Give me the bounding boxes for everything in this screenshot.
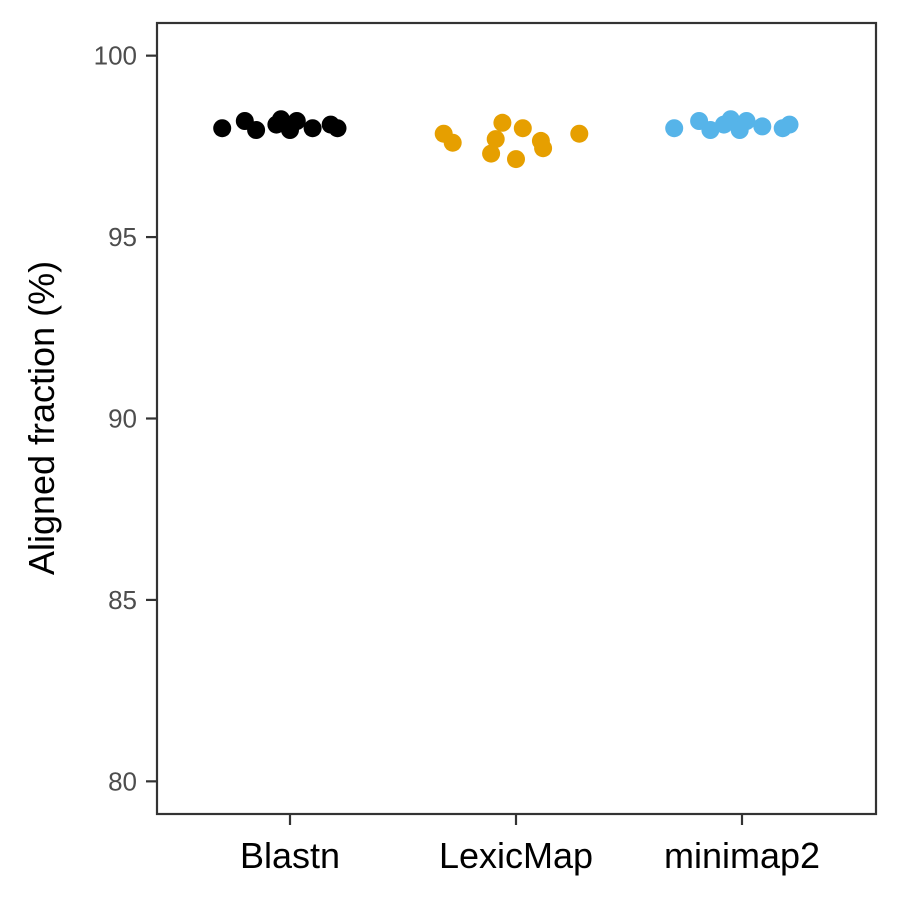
y-tick-label: 90 xyxy=(108,404,137,434)
x-tick-label: minimap2 xyxy=(664,835,820,876)
y-tick-label: 95 xyxy=(108,222,137,252)
data-point xyxy=(486,130,505,149)
data-point xyxy=(780,115,799,134)
data-point xyxy=(507,150,525,169)
plot-panel xyxy=(155,21,878,816)
data-point xyxy=(482,144,501,163)
data-point xyxy=(753,117,772,136)
x-tick-label: Blastn xyxy=(240,835,340,876)
x-tick-label: LexicMap xyxy=(439,835,593,876)
y-tick-label: 80 xyxy=(108,766,137,796)
data-point xyxy=(328,119,347,138)
data-point xyxy=(665,119,684,138)
y-tick-label: 85 xyxy=(108,585,137,615)
points-layer xyxy=(213,110,799,169)
y-axis-title: Aligned fraction (%) xyxy=(21,261,62,575)
data-point xyxy=(247,121,266,139)
data-point xyxy=(303,119,322,138)
data-point xyxy=(287,112,306,130)
data-point xyxy=(534,139,553,158)
x-axis: Blastn LexicMap minimap2 xyxy=(240,814,820,876)
data-point xyxy=(701,121,720,139)
data-point xyxy=(513,119,532,138)
data-point xyxy=(493,113,512,132)
data-point xyxy=(443,133,462,152)
y-tick-label: 100 xyxy=(94,41,137,71)
data-point xyxy=(213,119,232,138)
y-axis: 80 85 90 95 100 xyxy=(94,41,157,796)
data-point xyxy=(737,112,756,130)
data-point xyxy=(570,124,589,143)
